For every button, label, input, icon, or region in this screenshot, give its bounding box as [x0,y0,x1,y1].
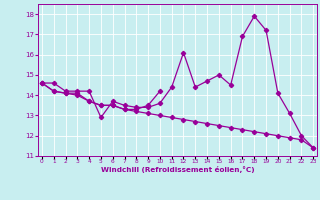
X-axis label: Windchill (Refroidissement éolien,°C): Windchill (Refroidissement éolien,°C) [101,166,254,173]
